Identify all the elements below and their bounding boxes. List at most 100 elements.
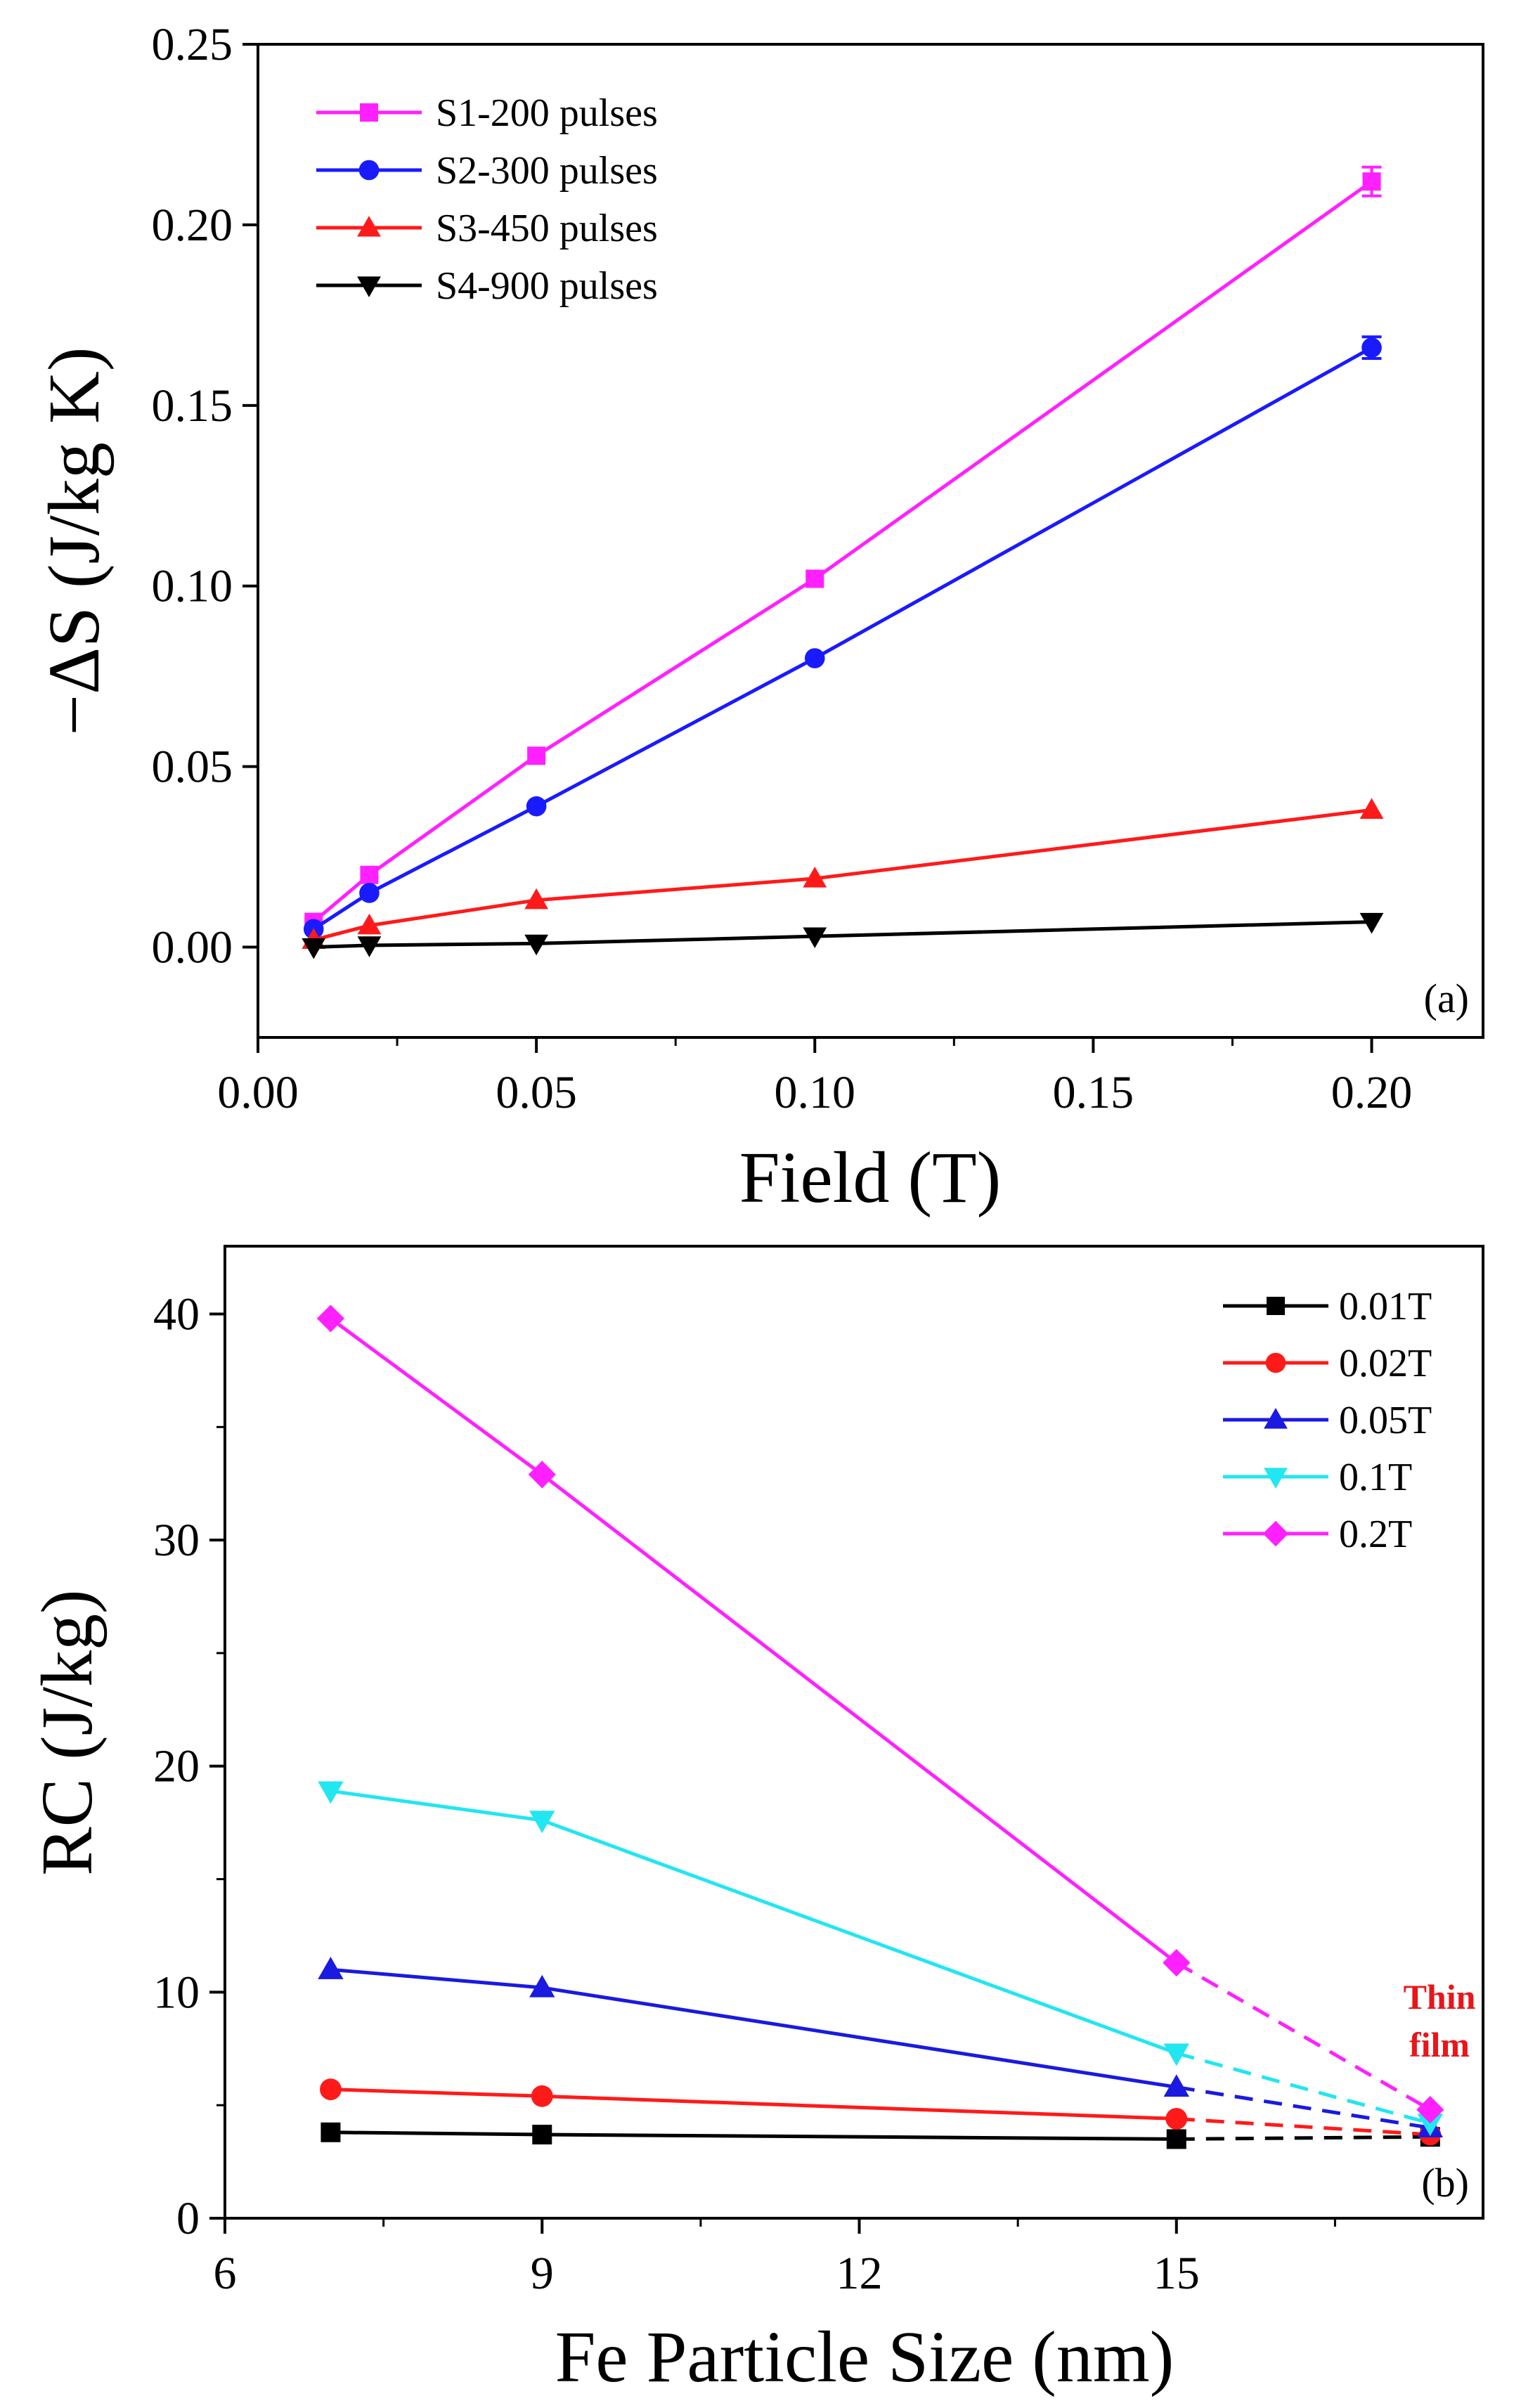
x-tick-label-a: 0.05	[496, 1067, 577, 1118]
x-tick-label-b: 15	[1153, 2248, 1200, 2299]
data-point-b	[1163, 2043, 1189, 2066]
thin-film-point-b	[1417, 2114, 1443, 2137]
series-line-a	[313, 808, 1372, 942]
data-point-b	[531, 2085, 553, 2107]
series-group-b	[316, 1305, 1444, 2149]
thin-film-extension-b	[1176, 2116, 1430, 2137]
thin-film-annotation-line1: Thin	[1404, 1977, 1476, 2017]
series-group-a	[302, 165, 1384, 959]
legend-marker-a	[358, 160, 380, 181]
panel-label-b: (b)	[1421, 2160, 1469, 2206]
y-tick-label-b: 20	[153, 1741, 200, 1792]
y-tick-label-a: 0.00	[152, 922, 233, 973]
x-tick-label-b: 12	[836, 2248, 883, 2299]
data-point-b	[316, 1305, 345, 1333]
axis-ticks-a: 0.00 0.05 0.10 0.15 0.20 0.00 0.05 0.10 0.15 0.20…	[152, 19, 1413, 1118]
data-point-b	[1163, 1948, 1191, 1977]
data-point-a	[803, 867, 827, 888]
legend-marker-b	[1262, 1520, 1289, 1547]
series-line-b	[330, 2130, 1177, 2141]
legend-label-b: 0.02T	[1339, 1342, 1432, 1385]
legend-marker-a	[360, 103, 378, 122]
legend-a: S1-200 pulses S2-300 pulses S3-450 pulses S…	[316, 91, 658, 308]
data-point-b	[529, 1974, 555, 1998]
y-tick-label-b: 30	[153, 1515, 200, 1566]
data-point-a	[357, 913, 382, 935]
y-tick-label-b: 0	[176, 2193, 200, 2244]
x-tick-label-a: 0.15	[1053, 1067, 1134, 1118]
y-tick-label-a: 0.25	[152, 19, 233, 70]
legend-marker-a	[357, 216, 381, 237]
data-point-a	[1361, 337, 1382, 358]
series-line-b	[330, 1967, 1177, 2089]
chart-panel-a: 0.00 0.05 0.10 0.15 0.20 0.00 0.05 0.10 0.15 0.20…	[34, 19, 1484, 1218]
thin-film-extension-b	[1176, 2085, 1431, 2130]
thin-film-extension-b	[1176, 2135, 1430, 2141]
legend-label-b: 0.01T	[1339, 1285, 1432, 1328]
x-tick-label-a: 0.10	[775, 1067, 856, 1118]
x-tick-label-a: 0.20	[1331, 1067, 1413, 1118]
series-line-b	[330, 1789, 1177, 2055]
x-axis-title-b: Fe Particle Size (nm)	[555, 2317, 1174, 2397]
data-point-a	[360, 865, 379, 884]
data-point-a	[1359, 912, 1384, 934]
thin-film-point-b	[1416, 2096, 1444, 2124]
y-tick-label-a: 0.10	[152, 561, 233, 612]
legend-label-a: S2-300 pulses	[436, 149, 658, 193]
legend-marker-b	[1265, 1352, 1286, 1373]
legend-label-b: 0.2T	[1339, 1513, 1412, 1556]
data-point-a	[804, 648, 825, 668]
legend-label-b: 0.05T	[1339, 1399, 1432, 1442]
legend-marker-a	[357, 276, 381, 297]
thin-film-extension-b	[1175, 1961, 1432, 2111]
series-line-b	[329, 1316, 1178, 1964]
legend-marker-b	[1264, 1468, 1288, 1489]
x-tick-label-b: 9	[531, 2248, 554, 2299]
legend-label-a: S3-450 pulses	[436, 207, 658, 250]
data-point-b	[528, 1461, 556, 1489]
data-point-b	[321, 2122, 341, 2142]
y-tick-label-a: 0.15	[152, 380, 233, 432]
thin-film-annotation-line2: film	[1409, 2025, 1470, 2064]
data-point-a	[302, 938, 326, 959]
legend-label-a: S4-900 pulses	[436, 264, 658, 308]
data-point-a	[524, 888, 549, 910]
data-point-a	[527, 746, 546, 765]
data-point-a	[526, 796, 547, 817]
data-point-a	[1362, 172, 1381, 191]
y-tick-label-a: 0.20	[152, 200, 233, 251]
x-tick-label-a: 0.00	[217, 1067, 299, 1118]
data-point-b	[1166, 2129, 1186, 2149]
series-line-a	[313, 920, 1372, 950]
data-point-b	[532, 2124, 552, 2144]
data-point-a	[803, 927, 827, 949]
panel-label-a: (a)	[1424, 976, 1469, 1021]
y-axis-title-a: −ΔS (J/kg K)	[34, 347, 115, 735]
data-point-b	[318, 1781, 344, 1804]
data-point-b	[320, 2078, 342, 2101]
plot-frame-b	[224, 1245, 1484, 2220]
data-point-a	[524, 934, 549, 956]
legend-marker-b	[1264, 1408, 1288, 1429]
y-axis-title-b: RC (J/kg)	[27, 1589, 108, 1875]
data-point-b	[1165, 2108, 1188, 2130]
legend-marker-b	[1267, 1297, 1285, 1315]
series-line-b	[330, 2087, 1177, 2121]
y-tick-label-b: 10	[153, 1967, 200, 2018]
x-tick-label-b: 6	[214, 2248, 237, 2299]
data-point-a	[357, 936, 382, 957]
series-line-a	[312, 346, 1373, 931]
data-point-a	[1359, 798, 1384, 819]
plot-frame-a	[257, 43, 1484, 1039]
data-point-a	[805, 569, 824, 588]
thin-film-extension-b	[1176, 2051, 1431, 2125]
data-point-a	[359, 883, 380, 903]
legend-label-b: 0.1T	[1339, 1456, 1412, 1499]
legend-b: 0.01T 0.02T 0.05T 0.1T 0.2T	[1223, 1285, 1432, 1556]
y-tick-label-a: 0.05	[152, 742, 233, 793]
data-point-b	[1163, 2074, 1189, 2097]
x-axis-title-a: Field (T)	[739, 1137, 1002, 1218]
y-tick-label-b: 40	[153, 1288, 200, 1340]
